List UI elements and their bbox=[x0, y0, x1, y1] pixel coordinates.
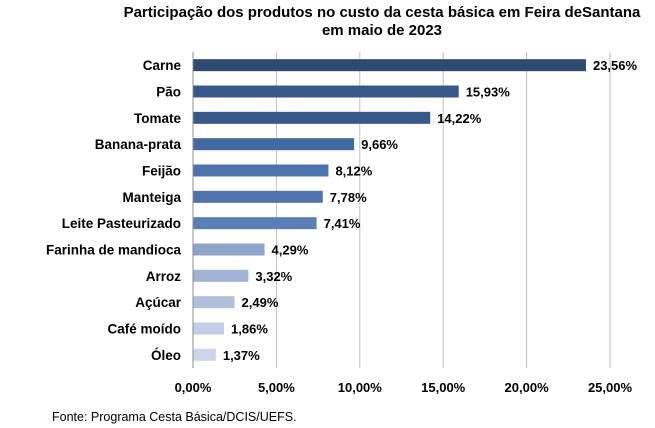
x-tick-label: 10,00% bbox=[338, 380, 383, 395]
bar bbox=[193, 138, 355, 151]
bar bbox=[193, 322, 225, 335]
value-label: 23,56% bbox=[593, 58, 638, 73]
value-label: 1,86% bbox=[231, 322, 268, 337]
value-label: 7,41% bbox=[324, 216, 361, 231]
category-label: Óleo bbox=[151, 348, 181, 363]
x-axis: 0,00% 5,00% 10,00% 15,00% 20,00% 25,00% bbox=[175, 52, 633, 395]
source-note: Fonte: Programa Cesta Básica/DCIS/UEFS. bbox=[52, 410, 297, 424]
category-label: Farinha de mandioca bbox=[46, 243, 182, 258]
value-label: 8,12% bbox=[335, 164, 372, 179]
value-label: 14,22% bbox=[437, 111, 482, 126]
category-label: Leite Pasteurizado bbox=[62, 216, 181, 231]
value-label: 9,66% bbox=[361, 137, 398, 152]
x-tick-label: 0,00% bbox=[175, 380, 212, 395]
category-label: Feijão bbox=[142, 164, 181, 179]
bar bbox=[193, 164, 329, 177]
value-label: 2,49% bbox=[242, 295, 279, 310]
x-tick-label: 5,00% bbox=[258, 380, 295, 395]
category-label: Carne bbox=[143, 58, 182, 73]
chart-title-line-2: em maio de 2023 bbox=[322, 22, 442, 39]
category-label: Café moído bbox=[107, 322, 181, 337]
category-label: Arroz bbox=[146, 269, 182, 284]
bar bbox=[193, 348, 216, 361]
bar bbox=[193, 111, 431, 124]
category-label: Banana-prata bbox=[95, 137, 182, 152]
x-tick-label: 15,00% bbox=[421, 380, 466, 395]
value-label: 15,93% bbox=[466, 85, 511, 100]
bar bbox=[193, 269, 249, 282]
bar bbox=[193, 243, 265, 256]
chart-title-line-1: Participação dos produtos no custo da ce… bbox=[124, 4, 641, 21]
bar bbox=[193, 217, 317, 230]
value-label: 3,32% bbox=[255, 269, 292, 284]
value-label: 1,37% bbox=[223, 348, 260, 363]
value-label: 4,29% bbox=[272, 243, 309, 258]
category-label: Manteiga bbox=[122, 190, 181, 205]
bar bbox=[193, 190, 323, 203]
bar bbox=[193, 296, 235, 309]
value-label: 7,78% bbox=[330, 190, 367, 205]
x-tick-label: 20,00% bbox=[505, 380, 550, 395]
bar bbox=[193, 59, 586, 72]
x-tick-label: 25,00% bbox=[588, 380, 633, 395]
category-label: Tomate bbox=[134, 111, 181, 126]
bar bbox=[193, 85, 459, 98]
category-label: Pão bbox=[156, 85, 181, 100]
labels: Carne 23,56% Pão 15,93% Tomate 14,22% Banana-p… bbox=[46, 58, 638, 363]
category-label: Açúcar bbox=[135, 295, 182, 310]
bars bbox=[193, 59, 586, 361]
